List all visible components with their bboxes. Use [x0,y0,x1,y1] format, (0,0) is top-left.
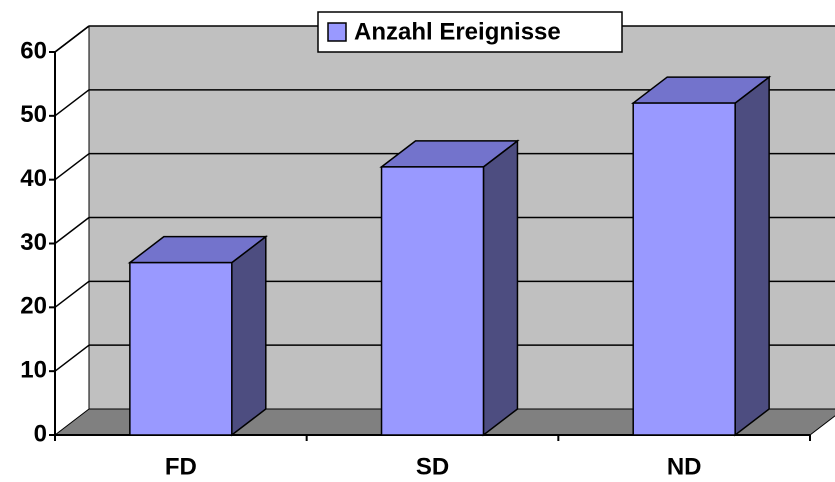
legend-swatch [327,22,347,42]
legend: Anzahl Ereignisse [317,11,623,53]
y-tick-label: 40 [20,165,47,192]
grid-line-side [54,280,90,308]
x-tick-label: SD [416,453,449,480]
bar [379,139,520,437]
y-tick-label: 30 [20,229,47,256]
y-tick-label: 60 [20,37,47,64]
bar-side [482,139,519,437]
y-axis-back [54,25,90,53]
legend-label: Anzahl Ereignisse [354,18,561,45]
y-tick-label: 50 [20,101,47,128]
y-tick-label: 20 [20,293,47,320]
x-tick-label: ND [667,453,702,480]
bar [127,235,269,437]
y-tick-label: 0 [34,420,47,447]
grid-line-side [54,153,90,181]
grid-line-side [54,89,90,117]
grid-line-side [54,344,90,372]
legend-box [317,11,623,53]
y-tick-label: 10 [20,357,47,384]
bar-side [734,75,770,437]
grid-line-side [54,216,90,245]
x-tick-label: FD [165,453,197,480]
bar-side [231,235,267,437]
bar-front [129,261,233,436]
bar-front [632,102,736,436]
bar [630,75,772,437]
bar-front [380,166,485,436]
